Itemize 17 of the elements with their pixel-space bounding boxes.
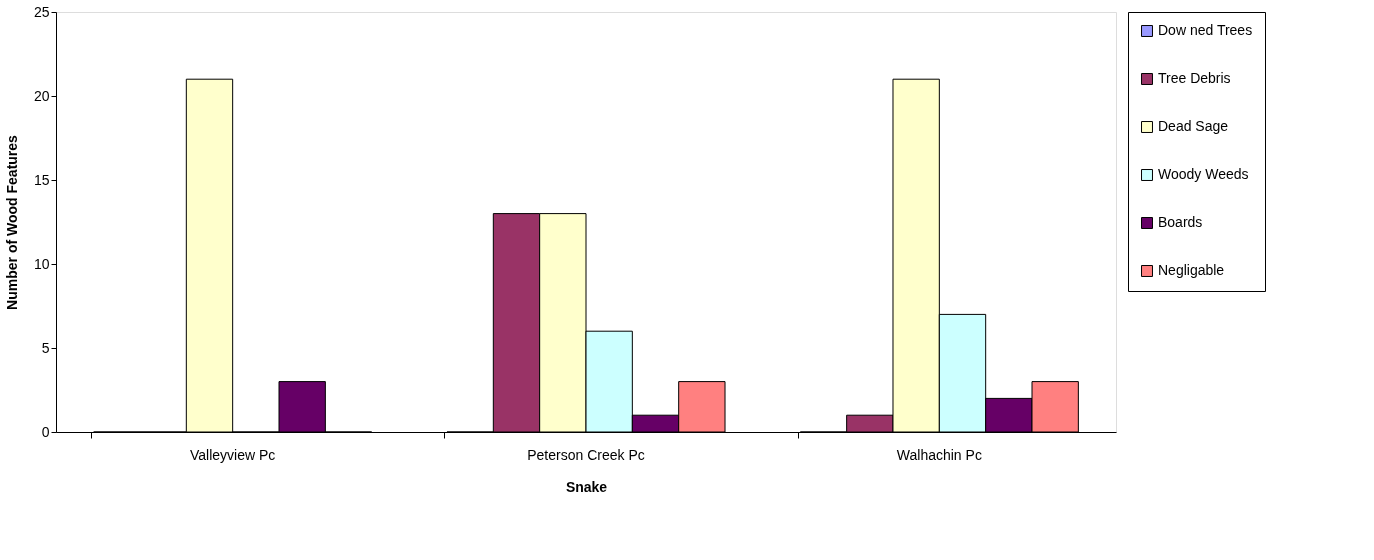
- y-tick-label: 15: [33, 171, 50, 188]
- y-tick-label: 25: [33, 3, 50, 20]
- x-tick-label: Peterson Creek Pc: [527, 446, 645, 463]
- legend-label: Boards: [1158, 214, 1203, 230]
- legend-label: Dead Sage: [1158, 118, 1229, 134]
- y-tick-label: 0: [41, 423, 50, 440]
- x-tick-label: Valleyview Pc: [190, 446, 276, 463]
- legend-label: Negligable: [1158, 262, 1225, 278]
- legend-label: Woody Weeds: [1158, 166, 1249, 182]
- legend-label: Tree Debris: [1158, 70, 1231, 86]
- y-axis-title: Number of Wood Features: [3, 134, 20, 310]
- y-tick-label: 10: [33, 255, 50, 272]
- x-tick-label: Walhachin Pc: [896, 446, 982, 463]
- legend-label: Dow ned Trees: [1158, 22, 1253, 38]
- y-tick-label: 5: [41, 339, 50, 356]
- x-axis-title: Snake: [565, 478, 608, 495]
- y-tick-label: 20: [33, 87, 50, 104]
